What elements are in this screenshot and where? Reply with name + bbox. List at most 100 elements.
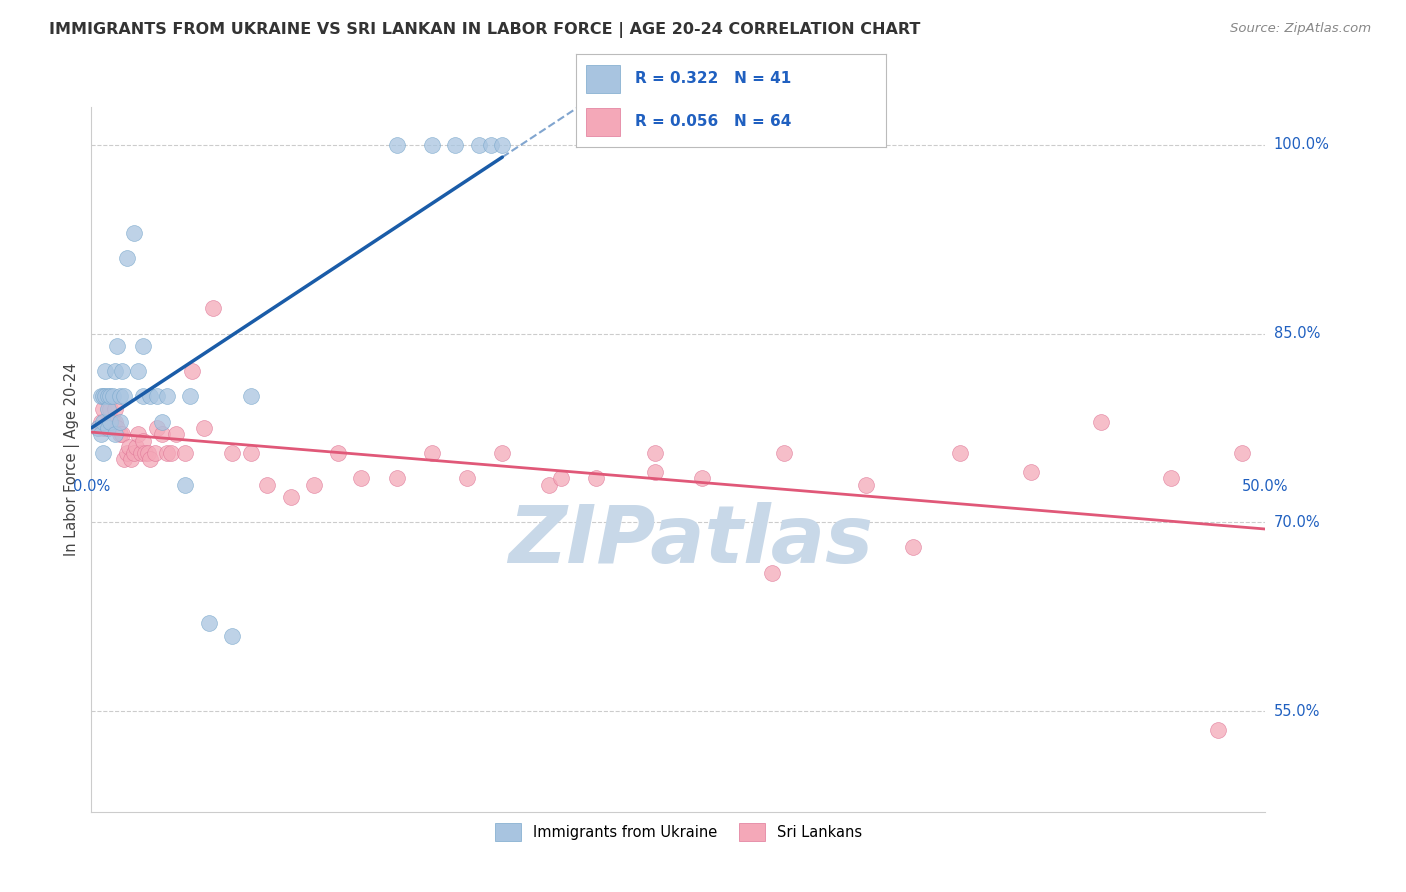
Point [98, 415, 121, 429]
Point [165, 427, 187, 442]
Point [134, 446, 156, 460]
Point [1230, 446, 1253, 460]
Point [155, 446, 177, 460]
Point [538, 477, 561, 491]
Point [90, 415, 112, 429]
Point [221, 628, 243, 642]
Point [1090, 415, 1112, 429]
Point [197, 615, 219, 630]
Point [112, 452, 135, 467]
Point [468, 137, 491, 152]
Point [146, 389, 169, 403]
Point [256, 477, 278, 491]
Point [949, 446, 972, 460]
Point [132, 389, 155, 403]
Point [97, 389, 120, 403]
Point [1160, 471, 1182, 485]
Point [101, 415, 124, 429]
Point [108, 415, 131, 429]
Point [139, 452, 162, 467]
Point [118, 440, 141, 454]
Point [855, 477, 877, 491]
Point [122, 446, 145, 460]
Point [112, 389, 135, 403]
Point [98, 402, 121, 417]
Point [155, 389, 177, 403]
Point [108, 427, 131, 442]
Point [104, 427, 127, 442]
Point [101, 389, 124, 403]
Point [240, 389, 263, 403]
Text: R = 0.322   N = 41: R = 0.322 N = 41 [636, 71, 792, 87]
Text: 0.0%: 0.0% [73, 479, 110, 494]
Point [491, 446, 513, 460]
Point [94, 421, 117, 435]
Point [202, 301, 225, 316]
Point [174, 446, 197, 460]
Point [304, 477, 326, 491]
Point [150, 415, 173, 429]
Point [125, 440, 148, 454]
Point [179, 389, 201, 403]
Point [111, 427, 134, 442]
Point [550, 471, 572, 485]
Point [350, 471, 373, 485]
Point [150, 427, 173, 442]
Point [385, 137, 408, 152]
Bar [586, 108, 620, 136]
Point [91, 415, 114, 429]
Point [139, 389, 162, 403]
Point [326, 446, 349, 460]
Point [104, 402, 127, 417]
Point [115, 446, 138, 460]
Point [690, 471, 713, 485]
Point [420, 137, 443, 152]
Point [644, 446, 666, 460]
Text: 70.0%: 70.0% [1274, 515, 1320, 530]
Point [94, 364, 117, 378]
Point [104, 415, 127, 429]
Legend: Immigrants from Ukraine, Sri Lankans: Immigrants from Ukraine, Sri Lankans [489, 817, 868, 847]
Point [585, 471, 607, 485]
Point [97, 421, 120, 435]
Point [120, 452, 142, 467]
Point [108, 389, 131, 403]
Point [91, 446, 114, 460]
Point [174, 477, 197, 491]
Text: Source: ZipAtlas.com: Source: ZipAtlas.com [1230, 22, 1371, 36]
Text: 50.0%: 50.0% [1241, 479, 1289, 494]
Point [127, 364, 149, 378]
Text: ZIPatlas: ZIPatlas [508, 502, 873, 580]
Point [94, 389, 117, 403]
Text: IMMIGRANTS FROM UKRAINE VS SRI LANKAN IN LABOR FORCE | AGE 20-24 CORRELATION CHA: IMMIGRANTS FROM UKRAINE VS SRI LANKAN IN… [49, 22, 921, 38]
Point [1208, 723, 1230, 737]
Point [87, 421, 110, 435]
Point [115, 251, 138, 265]
Point [98, 415, 121, 429]
Point [479, 137, 502, 152]
Point [105, 421, 128, 435]
Point [91, 389, 114, 403]
Point [132, 339, 155, 353]
Point [901, 541, 924, 555]
Text: 55.0%: 55.0% [1274, 704, 1320, 719]
Point [146, 421, 169, 435]
Point [240, 446, 263, 460]
Point [420, 446, 443, 460]
Point [221, 446, 243, 460]
Text: 100.0%: 100.0% [1274, 137, 1330, 153]
Point [385, 471, 408, 485]
Point [91, 421, 114, 435]
Point [97, 415, 120, 429]
Point [1019, 465, 1042, 479]
Point [87, 421, 110, 435]
Point [104, 364, 127, 378]
Point [143, 446, 166, 460]
Bar [586, 65, 620, 93]
Point [491, 137, 513, 152]
Text: R = 0.056   N = 64: R = 0.056 N = 64 [636, 114, 792, 129]
Point [456, 471, 478, 485]
Point [761, 566, 783, 580]
Point [91, 402, 114, 417]
Point [280, 490, 302, 504]
